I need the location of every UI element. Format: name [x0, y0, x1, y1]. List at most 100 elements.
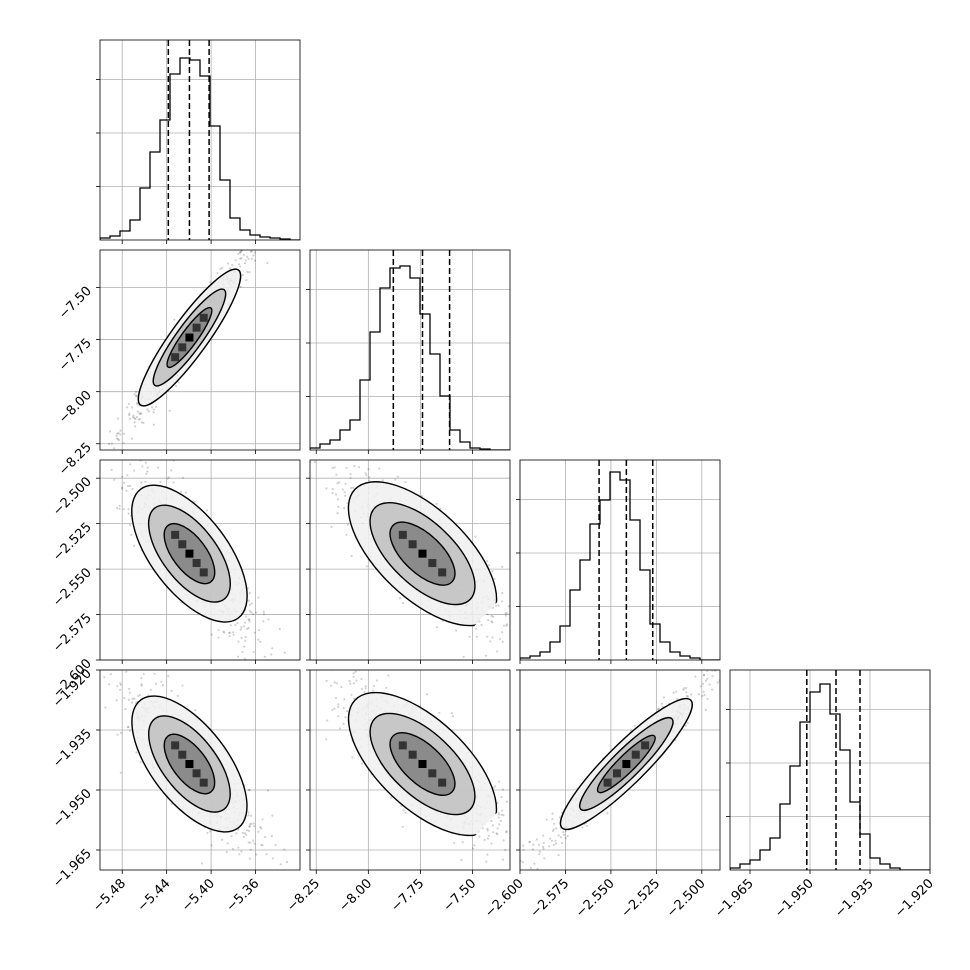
x-tick-label: −5.40: [179, 876, 218, 915]
scatter-point: [160, 680, 163, 683]
scatter-point: [119, 429, 122, 432]
scatter-point: [498, 780, 501, 783]
density-cell: [192, 323, 201, 332]
scatter-point: [248, 789, 251, 792]
scatter-point: [167, 675, 170, 678]
scatter-point: [501, 640, 504, 644]
scatter-point: [128, 729, 131, 732]
scatter-point: [512, 640, 514, 642]
scatter-point: [239, 251, 242, 254]
scatter-point: [557, 834, 560, 837]
scatter-point: [139, 412, 142, 415]
scatter-point: [396, 475, 400, 478]
scatter-point: [281, 671, 283, 673]
scatter-point: [606, 812, 609, 815]
scatter-point: [496, 650, 499, 653]
scatter-point: [285, 211, 287, 213]
scatter-point: [239, 257, 242, 260]
scatter-point: [552, 843, 556, 847]
scatter-point: [535, 838, 539, 841]
scatter-point: [346, 710, 349, 713]
scatter-point: [236, 622, 239, 625]
scatter-point: [324, 663, 326, 665]
scatter-point: [329, 454, 331, 456]
y-tick-label: −2.500: [50, 474, 95, 519]
scatter-point: [131, 406, 134, 409]
scatter-point: [331, 487, 334, 491]
scatter-point: [394, 478, 397, 481]
scatter-point: [506, 612, 509, 615]
scatter-point: [145, 472, 148, 475]
scatter-point: [500, 813, 504, 816]
scatter-point: [140, 677, 143, 680]
scatter-point: [497, 811, 500, 815]
scatter-point: [252, 822, 255, 825]
scatter-point: [552, 828, 555, 831]
scatter-point: [252, 650, 255, 654]
scatter-point: [134, 425, 137, 428]
scatter-point: [262, 245, 264, 247]
scatter-point: [259, 221, 261, 223]
scatter-point: [117, 438, 120, 441]
scatter-point: [547, 644, 549, 646]
scatter-point: [497, 816, 500, 819]
scatter-point: [146, 470, 149, 473]
scatter-point: [684, 724, 688, 727]
scatter-point: [389, 796, 392, 799]
scatter-point: [128, 524, 132, 527]
scatter-point: [345, 533, 348, 536]
scatter-point: [358, 656, 360, 658]
scatter-point: [123, 697, 126, 700]
scatter-point: [104, 706, 107, 709]
scatter-point: [512, 640, 514, 642]
scatter-point: [247, 626, 250, 630]
scatter-point: [283, 233, 285, 235]
scatter-point: [363, 690, 366, 694]
scatter-point: [341, 665, 343, 667]
scatter-point: [208, 281, 212, 284]
scatter-point: [244, 639, 247, 642]
scatter-point: [127, 725, 130, 729]
scatter-point: [364, 685, 367, 688]
scatter-point: [360, 677, 363, 681]
scatter-point: [329, 684, 333, 687]
scatter-point: [337, 715, 340, 718]
density-cell: [192, 769, 201, 778]
scatter-point: [332, 665, 334, 667]
density-cell: [171, 530, 180, 539]
x-tick-label: −2.600: [482, 876, 527, 921]
scatter-point: [252, 839, 255, 842]
scatter-point: [529, 840, 532, 843]
scatter-point: [247, 811, 250, 814]
density-cell: [603, 778, 612, 787]
scatter-point: [513, 646, 515, 648]
scatter-point: [706, 697, 709, 701]
scatter-point: [240, 257, 243, 260]
scatter-point: [216, 272, 219, 275]
scatter-point: [498, 887, 500, 889]
scatter-point: [425, 693, 429, 696]
scatter-point: [134, 390, 138, 394]
scatter-point: [496, 833, 499, 836]
scatter-point: [706, 670, 709, 672]
scatter-point: [435, 502, 438, 505]
scatter-point: [266, 261, 269, 265]
scatter-point: [555, 842, 558, 845]
scatter-point: [551, 818, 554, 821]
scatter-point: [699, 685, 702, 688]
scatter-point: [305, 436, 307, 438]
scatter-point: [325, 738, 328, 741]
scatter-point: [492, 831, 495, 834]
scatter-point: [127, 698, 130, 701]
scatter-point: [262, 613, 266, 616]
scatter-point: [217, 636, 220, 639]
scatter-point: [504, 614, 507, 617]
scatter-point: [217, 629, 220, 632]
scatter-point: [387, 674, 390, 677]
scatter-point: [375, 679, 379, 682]
scatter-point: [704, 679, 708, 682]
scatter-point: [150, 457, 152, 459]
scatter-point: [260, 843, 263, 846]
scatter-point: [157, 466, 160, 469]
scatter-point: [501, 565, 504, 569]
